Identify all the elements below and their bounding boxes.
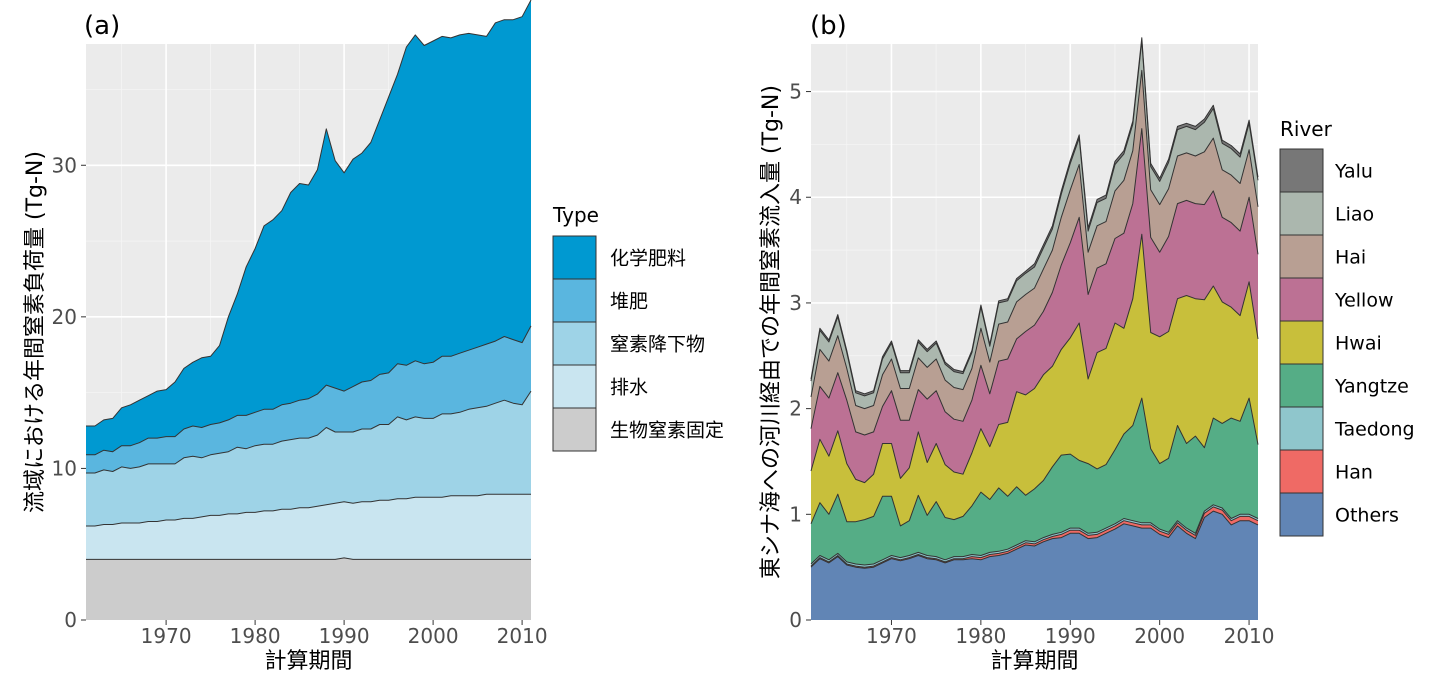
series-boundary-line xyxy=(86,0,532,427)
panel-label: (b) xyxy=(810,11,847,41)
area-series-生物窒素固定 xyxy=(86,557,531,620)
y-tick-label: 4 xyxy=(789,185,802,209)
area-series-Yangtze xyxy=(811,398,1258,565)
x-tick-label: 2010 xyxy=(497,624,548,648)
y-tick-label: 1 xyxy=(789,502,802,526)
legend-key xyxy=(1279,191,1324,236)
legend-key xyxy=(552,407,597,452)
series-boundary-line xyxy=(810,397,1259,527)
chart-panel-a: 1970 1980 1990 2000 2010 0 10 20 30 計算期間 流域における年間窒… xyxy=(23,0,724,674)
area-series-化学肥料 xyxy=(86,0,531,455)
legend-label: 排水 xyxy=(610,377,648,399)
legend-label: Han xyxy=(1335,462,1373,484)
area-series-Hai xyxy=(811,70,1258,436)
area-series-Yellow xyxy=(811,128,1258,483)
series-boundary-line xyxy=(810,37,1259,395)
y-tick-label: 0 xyxy=(64,608,77,632)
legend-key xyxy=(552,278,597,323)
x-tick-label: 1970 xyxy=(866,624,917,648)
legend-label: Hai xyxy=(1335,247,1366,269)
legend-label: 堆肥 xyxy=(610,291,648,313)
x-tick-label: 1990 xyxy=(319,624,370,648)
series-boundary-line xyxy=(810,233,1259,484)
x-tick-label: 2010 xyxy=(1224,624,1275,648)
y-axis-title: 東シナ海への河川経由での年間窒素流入量 (Tg-N) xyxy=(759,85,784,579)
x-tick-label: 1980 xyxy=(955,624,1006,648)
x-tick-label: 2000 xyxy=(1134,624,1185,648)
legend-key xyxy=(552,321,597,366)
series-boundary-line xyxy=(810,506,1259,568)
y-tick-label: 0 xyxy=(789,608,802,632)
series-boundary-line xyxy=(86,557,531,560)
x-tick-label: 1980 xyxy=(230,624,281,648)
area-series-窒素降下物 xyxy=(86,391,531,526)
legend-key xyxy=(1279,277,1324,322)
series-boundary-line xyxy=(810,40,1259,397)
legend-label: Liao xyxy=(1335,204,1374,226)
legend-key xyxy=(1279,406,1324,451)
y-tick-label: 30 xyxy=(52,153,77,177)
series-boundary-line xyxy=(810,128,1259,436)
area-series-Others xyxy=(811,511,1258,620)
x-tick-label: 1990 xyxy=(1045,624,1096,648)
legend-title: Type xyxy=(552,203,599,227)
y-tick-label: 10 xyxy=(52,456,77,480)
legend-label: Taedong xyxy=(1334,419,1415,441)
legend-key xyxy=(1279,363,1324,408)
legend-key xyxy=(552,364,597,409)
x-axis-title: 計算期間 xyxy=(264,649,352,674)
series-boundary-line xyxy=(810,504,1259,566)
legend-label: Hwai xyxy=(1335,333,1382,355)
legend-key xyxy=(552,235,597,280)
legend-key xyxy=(1279,320,1324,365)
legend-key xyxy=(1279,449,1324,494)
legend-label: 窒素降下物 xyxy=(610,334,705,356)
legend-label: 化学肥料 xyxy=(610,248,686,270)
area-series-排水 xyxy=(86,494,531,560)
legend-label: Yalu xyxy=(1334,161,1373,183)
legend-key xyxy=(1279,234,1324,279)
y-axis-title: 流域における年間窒素負荷量 (Tg-N) xyxy=(23,151,48,513)
legend-label: Yellow xyxy=(1334,290,1394,312)
legend-title: River xyxy=(1280,117,1333,141)
x-axis-title: 計算期間 xyxy=(990,649,1078,674)
y-tick-label: 5 xyxy=(789,80,802,104)
series-boundary-line xyxy=(810,510,1259,569)
area-series-Hwai xyxy=(811,234,1258,526)
panel-label: (a) xyxy=(84,11,120,41)
legend-key xyxy=(1279,148,1324,193)
legend-label: Others xyxy=(1335,505,1399,527)
chart-panel-b: 1970 1980 1990 2000 2010 0 1 2 3 4 5 計算期間 東シナ海への河川経由… xyxy=(759,11,1415,674)
legend-label: 生物窒素固定 xyxy=(610,420,724,442)
y-tick-label: 20 xyxy=(52,305,77,329)
y-tick-label: 3 xyxy=(789,291,802,315)
series-boundary-line xyxy=(86,390,532,474)
y-tick-label: 2 xyxy=(789,397,802,421)
series-boundary-line xyxy=(810,69,1259,410)
x-tick-label: 2000 xyxy=(408,624,459,648)
series-boundary-line xyxy=(86,493,531,527)
legend-key xyxy=(1279,492,1324,537)
legend-label: Yangtze xyxy=(1334,376,1409,398)
x-tick-label: 1970 xyxy=(141,624,192,648)
series-boundary-line xyxy=(86,325,532,456)
